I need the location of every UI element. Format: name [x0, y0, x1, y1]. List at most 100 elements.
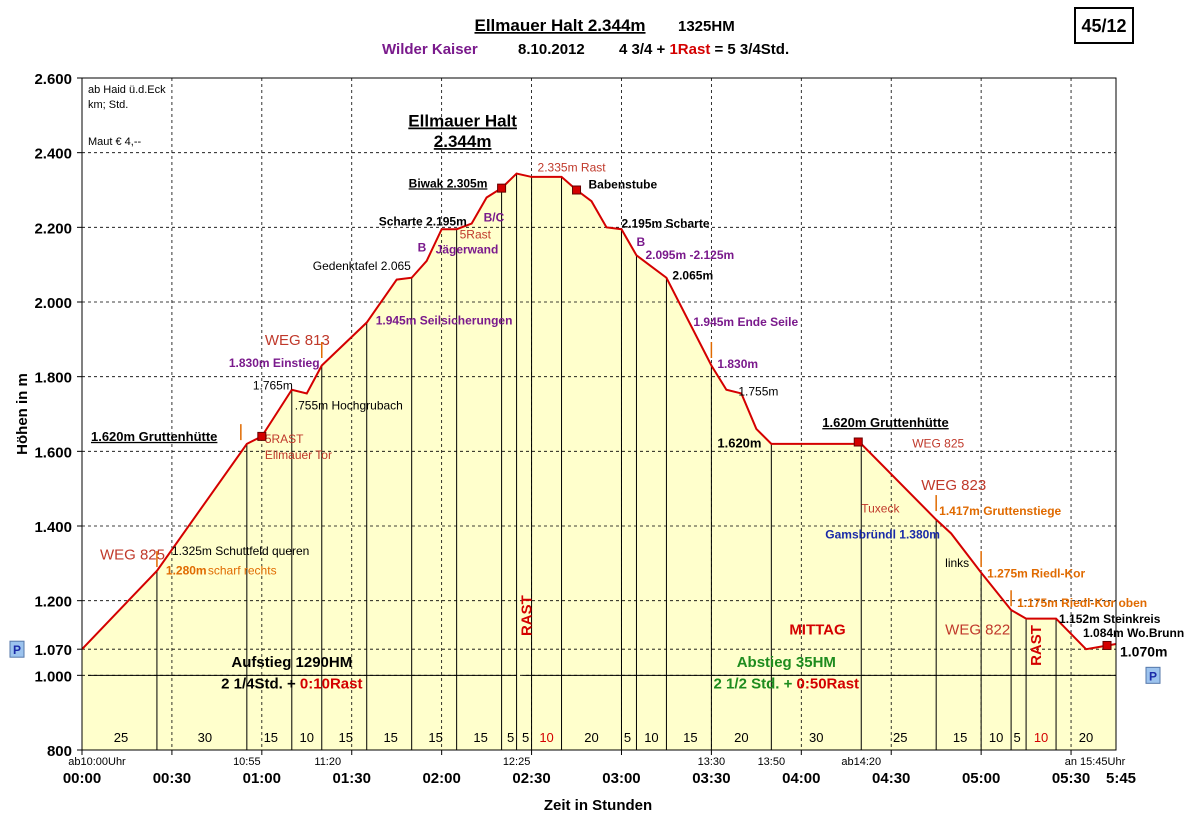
- abstieg-label: Abstieg 35HM: [737, 654, 836, 671]
- x-tick-label: 05:00: [962, 770, 1000, 787]
- annotation-label: km; Std.: [88, 99, 128, 111]
- annotation-label: Biwak 2.305m: [409, 176, 488, 190]
- chart-title: Ellmauer Halt 2.344m: [474, 16, 645, 35]
- profile-line: [81, 172, 1117, 651]
- segment-minutes-label: 15: [428, 730, 442, 745]
- annotation-label: WEG 825: [100, 547, 165, 564]
- x-tick-label: 01:00: [243, 770, 281, 787]
- badge-box: [1074, 7, 1134, 44]
- x-tick-label: 00:00: [63, 770, 101, 787]
- segment-minutes-label: 15: [339, 730, 353, 745]
- x-tick-label: 00:30: [153, 770, 191, 787]
- y-tick-label: 800: [47, 743, 72, 760]
- x-tick-label: 03:30: [692, 770, 730, 787]
- annotation-label: WEG 813: [265, 332, 330, 349]
- annotation-label: 1.765m: [253, 378, 293, 392]
- annotation-label: 1.175m Riedl-Kor oben: [1017, 596, 1147, 610]
- y-tick-label: 2.200: [34, 220, 72, 237]
- annotation-label: 1.620m Gruttenhütte: [91, 429, 217, 444]
- segment-minutes-label: 10: [989, 730, 1003, 745]
- badge-label: 45/12: [1081, 16, 1126, 36]
- x-tick-label-end: 5:45: [1106, 770, 1136, 787]
- y-axis-title: Höhen in m: [14, 373, 31, 455]
- annotation-label: 5Rast: [460, 228, 492, 242]
- annotation-label: 1.755m: [738, 384, 778, 398]
- annotation-label: Gedenktafel 2.065: [313, 259, 411, 273]
- parking-start-box: [9, 640, 25, 658]
- segment-minutes-label: 10: [539, 730, 553, 745]
- annotation-label: .755m Hochgrubach: [295, 399, 403, 413]
- peak-title: Ellmauer Halt: [408, 112, 517, 131]
- annotation-label: WEG 825: [912, 437, 964, 451]
- y-tick-label: 1.400: [34, 519, 72, 536]
- annotation-label: 5RAST: [265, 432, 304, 446]
- segment-minutes-label: 15: [953, 730, 967, 745]
- plot-frame: [81, 77, 1117, 751]
- annotation-label: 1.275m Riedl-Kor: [987, 567, 1085, 581]
- annotation-label: Scharte 2.195m: [379, 214, 467, 228]
- chart-date: 8.10.2012: [518, 41, 585, 58]
- aufstieg-label: Aufstieg 1290HM: [231, 654, 352, 671]
- annotation-label: 2.335m Rast: [538, 160, 607, 174]
- annotation-label: 1.280m: [166, 564, 207, 578]
- annotation-label: 1.620m: [717, 436, 761, 451]
- peak-elevation: 2.344m: [434, 132, 492, 151]
- parking-end-label: P: [1149, 669, 1157, 683]
- annotation-label: Gamsbründl 1.380m: [825, 528, 940, 542]
- annotation-label: 1.325m Schuttfeld queren: [172, 544, 309, 558]
- segment-minutes-label: 30: [809, 730, 823, 745]
- hut-marker: [572, 185, 582, 195]
- segment-minutes-label: 10: [1034, 730, 1048, 745]
- y-tick-label: 2.600: [34, 71, 72, 88]
- annotation-label: 2.095m -2.125m: [645, 248, 734, 262]
- annotation-label: 1.417m Gruttenstiege: [939, 504, 1061, 518]
- hut-marker: [853, 437, 863, 447]
- segment-minutes-label: 25: [114, 730, 128, 745]
- x-tick-label: 02:30: [512, 770, 550, 787]
- x-tick-label: 04:00: [782, 770, 820, 787]
- x-tick-label: 03:00: [602, 770, 640, 787]
- clock-label: 13:50: [758, 756, 786, 768]
- annotation-label: 2.065m: [672, 269, 713, 283]
- segment-minutes-label: 5: [624, 730, 631, 745]
- y-tick-label: 1.000: [34, 668, 72, 685]
- aufstieg-time: 2 1/4Std. + 0:10Rast: [221, 675, 362, 692]
- annotation-label: scharf rechts: [208, 564, 277, 578]
- segment-minutes-label: 20: [584, 730, 598, 745]
- annotation-label: links: [945, 556, 969, 570]
- segment-minutes-label: 10: [644, 730, 658, 745]
- annotation-label: Maut € 4,--: [88, 136, 142, 148]
- y-tick-label: 1.070: [34, 642, 72, 659]
- clock-label: 10:55: [233, 756, 261, 768]
- annotation-label: 2.195m Scharte: [621, 216, 709, 230]
- annotation-label: 1.152m Steinkreis: [1059, 612, 1161, 626]
- y-tick-label: 2.000: [34, 295, 72, 312]
- annotation-label: 1.084m Wo.Brunn: [1083, 626, 1184, 640]
- y-tick-label: 1.200: [34, 594, 72, 611]
- clock-label: an 15:45Uhr: [1065, 756, 1126, 768]
- y-tick-label: 1.800: [34, 370, 72, 387]
- hut-marker: [497, 183, 507, 193]
- x-axis-title: Zeit in Stunden: [544, 797, 652, 814]
- segment-minutes-label: 20: [1079, 730, 1093, 745]
- segment-minutes-label: 5: [1013, 730, 1020, 745]
- y-tick-label: 1.600: [34, 444, 72, 461]
- x-tick-label: 04:30: [872, 770, 910, 787]
- clock-label: 11:20: [314, 756, 341, 768]
- annotation-label: 1.945m Seilsicherungen: [376, 313, 513, 327]
- segment-minutes-label: 5: [522, 730, 529, 745]
- clock-label: ab10:00Uhr: [68, 756, 126, 768]
- chart-duration: 4 3/4 + 1Rast = 5 3/4Std.: [619, 41, 789, 58]
- clock-label: ab14:20: [841, 756, 881, 768]
- segment-minutes-label: 25: [893, 730, 907, 745]
- annotation-label: Ellmauer Tor: [265, 448, 332, 462]
- segment-minutes-label: 5: [507, 730, 514, 745]
- profile-area: [82, 173, 1116, 750]
- y-tick-label: 2.400: [34, 146, 72, 163]
- annotation-label: 1.830m Einstieg: [229, 356, 320, 370]
- parking-start-label: P: [13, 643, 21, 657]
- annotation-label: 1.620m Gruttenhütte: [822, 415, 948, 430]
- annotation-label: B: [636, 235, 645, 249]
- rast-label: RAST: [1028, 625, 1045, 666]
